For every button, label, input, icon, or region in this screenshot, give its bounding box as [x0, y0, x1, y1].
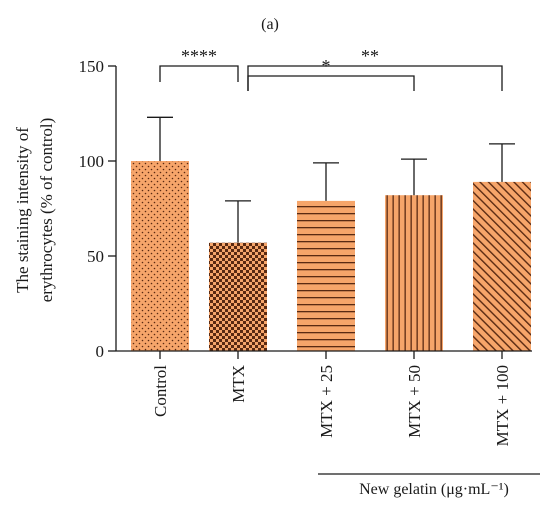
- significance-bracket: [247, 75, 415, 91]
- plot-area: 0 50 100 150 Control MTX MTX + 25 MTX + 50 MTX +…: [79, 46, 540, 475]
- y-tick-label: 0: [96, 342, 105, 361]
- x-tick-label: Control: [151, 365, 170, 417]
- x-tick-label: MTX + 50: [405, 365, 424, 438]
- y-tick-label: 150: [79, 57, 105, 76]
- bar-mtx-25: [297, 200, 355, 351]
- significance-label: ****: [181, 46, 217, 66]
- x-tick-label: MTX + 25: [317, 365, 336, 438]
- bar-mtx: [209, 242, 267, 351]
- x-tick-label: MTX: [229, 365, 248, 403]
- y-axis-label-line2: erythrocytes (% of control): [37, 118, 56, 303]
- bar-mtx-100: [473, 181, 531, 351]
- significance-label: **: [361, 46, 379, 66]
- significance-bracket: [247, 65, 503, 91]
- bar-mtx-50: [385, 195, 443, 351]
- y-axis-label-line1: The staining intensity of: [13, 127, 32, 293]
- group-label: New gelatin (μg·mL⁻¹): [359, 481, 509, 498]
- x-tick-label: MTX + 100: [493, 365, 512, 446]
- y-tick-label: 50: [87, 247, 104, 266]
- y-tick-label: 100: [79, 152, 105, 171]
- significance-bracket: [159, 65, 239, 82]
- bar-control: [131, 161, 189, 351]
- panel-label: (a): [261, 16, 279, 33]
